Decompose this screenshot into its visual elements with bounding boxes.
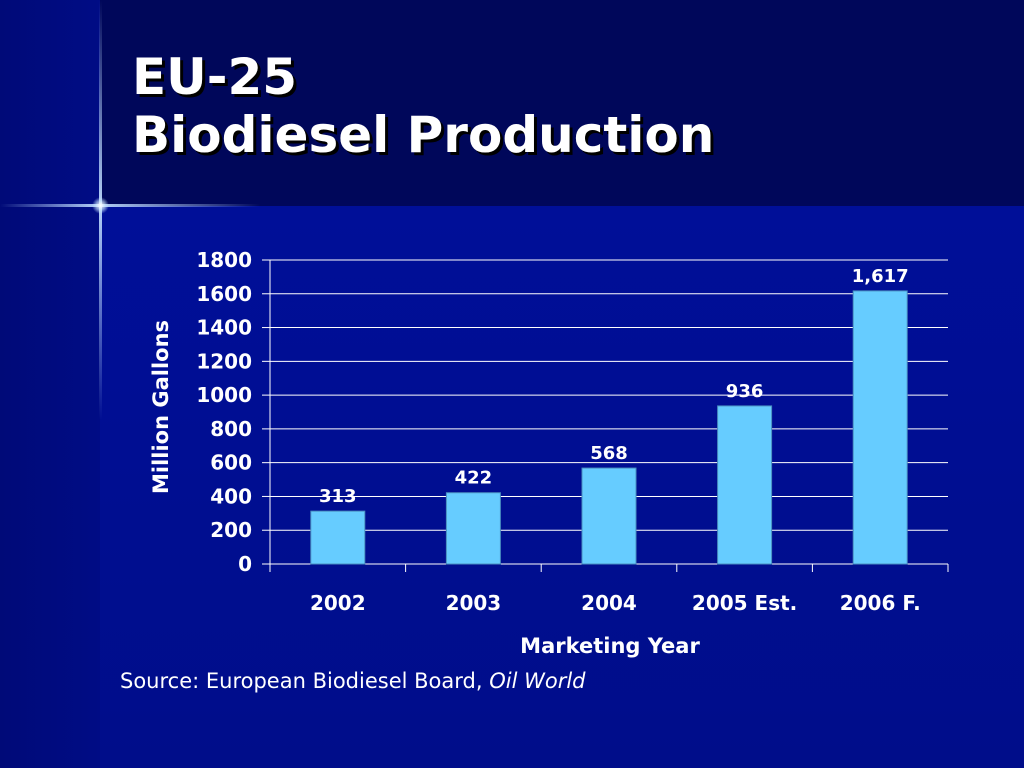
data-label: 936 (726, 381, 764, 402)
y-tick-label: 200 (210, 518, 252, 542)
left-accent-band (0, 0, 100, 768)
data-label: 313 (319, 486, 357, 507)
y-tick-label: 1800 (196, 248, 252, 272)
bar (852, 290, 908, 565)
source-note: Source: European Biodiesel Board, Oil Wo… (120, 669, 586, 693)
data-label: 568 (590, 443, 628, 464)
source-italic: Oil World (489, 669, 586, 693)
bars (310, 290, 908, 565)
x-tick-label: 2002 (310, 591, 366, 615)
tick-labels: 0 200 400 600 800 1000 1200 1400 1600 1800 2002 200… (196, 248, 920, 615)
slide-title: EU-25 Biodiesel Production (132, 48, 714, 164)
sparkle-core (92, 197, 109, 214)
y-tick-label: 1600 (196, 282, 252, 306)
bar (581, 467, 637, 565)
y-tick-label: 1400 (196, 316, 252, 340)
x-tick-label: 2005 Est. (692, 591, 797, 615)
x-axis-label: Marketing Year (520, 634, 700, 658)
data-label: 1,617 (852, 266, 909, 287)
data-label: 422 (455, 468, 493, 489)
title-line-2: Biodiesel Production (132, 106, 715, 164)
bar (310, 510, 366, 565)
y-tick-label: 1200 (196, 349, 252, 373)
y-tick-label: 1000 (196, 383, 252, 407)
bar (717, 405, 773, 565)
x-tick-label: 2003 (446, 591, 502, 615)
y-tick-label: 400 (210, 484, 252, 508)
y-tick-label: 600 (210, 451, 252, 475)
title-line-1: EU-25 (132, 48, 298, 106)
y-tick-label: 0 (238, 552, 252, 576)
y-tick-label: 800 (210, 417, 252, 441)
x-tick-label: 2006 F. (840, 591, 921, 615)
bar (445, 492, 501, 565)
sparkle-horizontal (0, 204, 260, 207)
data-labels: 313 422 568 936 1,617 (319, 266, 909, 507)
title-band (100, 0, 1024, 206)
source-prefix: Source: European Biodiesel Board, (120, 669, 490, 693)
y-axis-label: Million Gallons (149, 320, 173, 494)
x-tick-label: 2004 (581, 591, 637, 615)
